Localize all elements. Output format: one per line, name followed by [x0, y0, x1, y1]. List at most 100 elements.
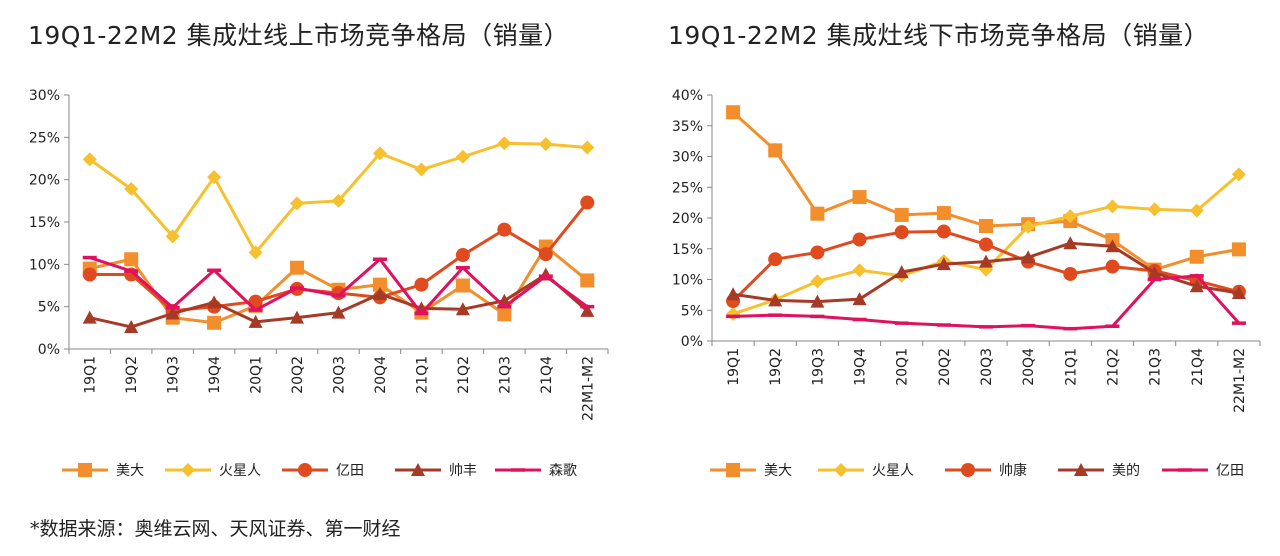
legend-label: 帅丰	[449, 463, 477, 479]
data-point	[1021, 323, 1036, 328]
data-point	[1189, 274, 1204, 278]
data-point	[1147, 202, 1162, 217]
legend-marker	[1074, 463, 1088, 476]
legend-item: 亿田	[282, 463, 364, 479]
data-point	[1147, 265, 1162, 279]
data-point	[1021, 250, 1036, 264]
data-point	[331, 293, 346, 298]
legend-label: 森歌	[549, 463, 577, 479]
data-point	[124, 269, 139, 273]
data-point	[455, 248, 470, 263]
data-point	[894, 265, 909, 279]
x-tick-label: 20Q1	[249, 356, 265, 394]
x-tick-label: 20Q1	[895, 348, 911, 386]
legend-marker	[834, 463, 848, 477]
data-point	[455, 302, 470, 316]
data-point	[894, 207, 909, 222]
data-point	[124, 319, 139, 333]
y-tick-label: 0%	[38, 342, 60, 358]
offline-chart-panel: 19Q1-22M2 集成灶线下市场竞争格局（销量） 0% 5% 10% 15% 20% 2…	[640, 0, 1280, 500]
data-point	[165, 229, 180, 244]
legend-label: 亿田	[1216, 463, 1244, 479]
data-point	[82, 255, 97, 260]
legend-item: 火星人	[818, 463, 914, 479]
data-point	[810, 206, 825, 221]
y-tick-label: 10%	[29, 257, 60, 273]
y-tick-label: 20%	[29, 173, 60, 189]
data-point	[538, 274, 553, 278]
data-point	[248, 308, 263, 312]
data-point	[455, 265, 470, 270]
x-tick-label: 19Q2	[124, 356, 140, 394]
data-point	[979, 237, 993, 252]
x-tick-label: 21Q2	[1105, 348, 1121, 386]
x-tick-label: 19Q3	[810, 348, 826, 386]
legend-marker	[411, 463, 425, 476]
legend-marker	[181, 463, 195, 477]
series-5	[726, 274, 1246, 331]
data-point	[726, 287, 741, 301]
data-point	[497, 304, 512, 309]
data-point	[497, 136, 512, 151]
y-tick-label: 5%	[681, 303, 703, 319]
legend-label: 帅康	[999, 462, 1027, 479]
x-tick-label: 21Q3	[1148, 348, 1164, 386]
x-tick-label: 19Q1	[83, 356, 99, 394]
data-point	[979, 218, 993, 233]
data-point	[936, 257, 951, 271]
legend-item: 美大	[62, 463, 144, 479]
data-point	[82, 267, 97, 282]
legend-marker	[78, 463, 92, 477]
y-tick-label: 30%	[672, 150, 703, 166]
data-point	[414, 311, 429, 316]
x-tick-label: 20Q2	[290, 356, 306, 394]
y-tick-label: 35%	[672, 119, 703, 135]
legend-marker	[726, 463, 740, 477]
series-4	[726, 236, 1246, 308]
data-point	[331, 305, 346, 319]
data-point	[207, 170, 222, 185]
data-point	[207, 268, 222, 273]
data-point	[372, 146, 387, 161]
data-point	[894, 321, 909, 325]
data-point	[82, 152, 97, 167]
data-point	[936, 323, 951, 327]
x-tick-label: 21Q1	[414, 356, 430, 394]
data-point	[1231, 242, 1246, 257]
legend-item: 火星人	[165, 463, 261, 479]
legend-item: 美大	[710, 463, 792, 479]
offline-chart-title: 19Q1-22M2 集成灶线下市场竞争格局（销量）	[668, 21, 1210, 50]
x-tick-label: 22M1-M2	[1232, 348, 1248, 413]
x-tick-label: 19Q2	[768, 348, 784, 386]
data-point	[810, 245, 825, 260]
data-point	[979, 254, 993, 268]
x-tick-label: 21Q2	[456, 356, 472, 394]
y-tick-label: 30%	[29, 88, 60, 104]
x-tick-label: 21Q1	[1063, 348, 1079, 386]
data-point	[852, 292, 867, 306]
data-point	[1105, 259, 1120, 274]
data-point	[124, 181, 139, 196]
y-tick-label: 25%	[672, 180, 703, 196]
data-point	[165, 305, 180, 310]
legend-label: 美大	[764, 463, 792, 479]
data-point	[580, 273, 595, 288]
data-point	[726, 306, 741, 321]
plot-group: 0% 5% 10% 15% 20% 25% 30% 35% 40% 19Q1 19Q2 19Q3 19Q…	[672, 88, 1261, 479]
legend-item: 森歌	[495, 463, 577, 479]
legend-label: 美大	[116, 463, 144, 479]
data-point	[331, 193, 346, 208]
source-note: *数据来源：奥维云网、天风证券、第一财经	[30, 518, 401, 540]
data-point	[768, 143, 783, 158]
data-point	[1105, 239, 1120, 253]
data-point	[810, 314, 825, 319]
data-point	[1231, 167, 1246, 182]
legend-label: 美的	[1112, 463, 1140, 479]
data-point	[290, 286, 305, 290]
online-chart: 0% 5% 10% 15% 20% 25% 30% 19Q1 19Q2 19Q3 19Q4 20Q1 2…	[29, 88, 609, 479]
data-point	[538, 247, 553, 262]
series-2	[82, 136, 595, 260]
data-point	[768, 293, 783, 307]
data-point	[580, 303, 595, 317]
data-point	[726, 314, 741, 319]
